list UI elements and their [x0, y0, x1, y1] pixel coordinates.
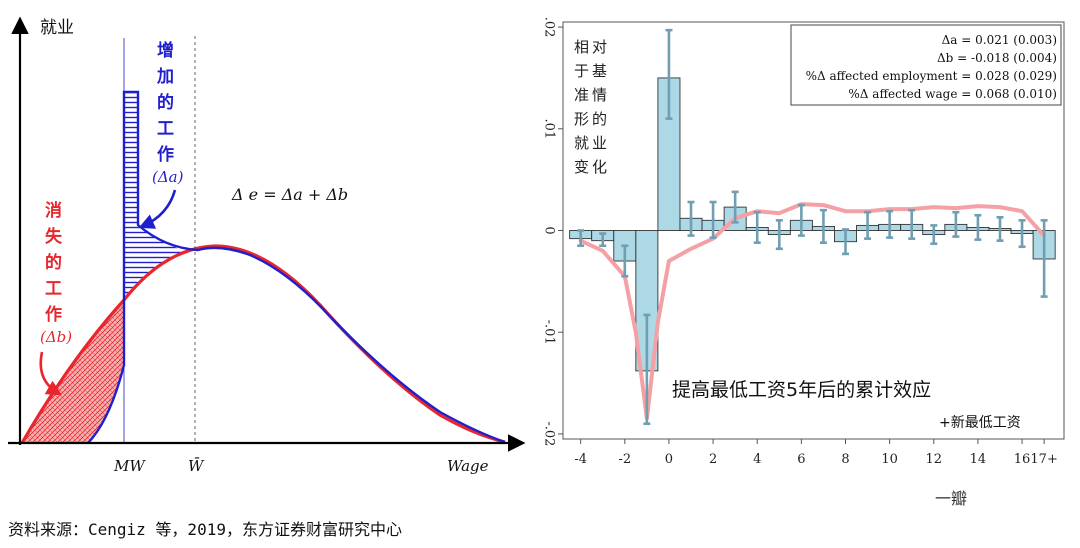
lost-char: 工 — [45, 279, 62, 299]
x-tick-label: 17+ — [1030, 452, 1057, 467]
x-tick-mw: MW — [113, 457, 146, 475]
x-tick-label: 2 — [709, 452, 717, 467]
ylabel-line: 变化 — [574, 158, 610, 176]
gained-char: 工 — [157, 119, 174, 139]
x-tick-label: 6 — [797, 452, 805, 467]
y-axis-label: 相对 于基 准情 形的 就业 变化 — [574, 38, 610, 176]
watermark: 一瓣 — [935, 489, 968, 508]
lost-char: 消 — [45, 200, 62, 221]
y-tick-label: -.01 — [542, 320, 557, 345]
left-diagram: 就业 Wage MW W̄ Δ e = Δa + Δb 增 加 的 工 作 (Δ… — [8, 16, 526, 475]
lost-char: 失 — [45, 226, 63, 247]
gained-jobs-label: 增 加 的 工 作 — [156, 40, 174, 165]
x-tick-label: -4 — [574, 452, 587, 467]
lost-jobs-symbol: (Δb) — [40, 328, 72, 346]
stat-line: %Δ affected wage = 0.068 (0.010) — [848, 87, 1057, 101]
stats-text: Δa = 0.021 (0.003) Δb = -0.018 (0.004) %… — [806, 33, 1057, 101]
gained-jobs-symbol: (Δa) — [152, 168, 184, 186]
gained-char: 增 — [157, 40, 174, 61]
x-tick-label: 14 — [970, 452, 987, 467]
lost-jobs-arrow — [39, 351, 63, 396]
x-tick-label: -2 — [618, 452, 631, 467]
y-axis-label: 就业 — [40, 18, 74, 38]
x-axis-ticks: -4 -2 0 2 4 6 8 10 12 14 16 17+ — [574, 439, 1058, 467]
gained-char: 加 — [156, 67, 174, 87]
x-tick-label: 4 — [753, 452, 761, 467]
before-distribution-curve — [20, 244, 506, 444]
right-chart: .02 .01 0 -.01 -.02 -4 -2 0 2 4 6 8 10 12 14 16 17+ 相对 … — [542, 17, 1065, 467]
gained-jobs-area — [124, 92, 185, 300]
ylabel-line: 相对 — [574, 38, 610, 56]
ylabel-line: 准情 — [574, 86, 610, 104]
x-tick-label: 12 — [926, 452, 943, 467]
annotation: 提高最低工资5年后的累计效应 — [672, 379, 931, 401]
y-tick-label: 0 — [542, 226, 557, 234]
ylabel-line: 形的 — [574, 110, 610, 128]
y-axis-ticks: .02 .01 0 -.01 -.02 — [542, 17, 563, 446]
lost-char: 的 — [45, 252, 62, 273]
gained-char: 作 — [157, 144, 174, 165]
x-tick-label: 0 — [665, 452, 673, 467]
equation: Δ e = Δa + Δb — [231, 185, 348, 204]
stat-line: %Δ affected employment = 0.028 (0.029) — [806, 69, 1057, 83]
x-tick-label: 8 — [841, 452, 849, 467]
stats-box — [790, 24, 1062, 106]
confidence-intervals — [577, 28, 1048, 426]
sub-annotation: +新最低工资 — [939, 415, 1021, 431]
x-tick-label: 16 — [1014, 452, 1031, 467]
x-axis-label: Wage — [447, 457, 489, 475]
lost-jobs-label: 消 失 的 工 作 — [45, 200, 63, 325]
y-tick-label: .01 — [542, 118, 557, 139]
lost-jobs-area — [22, 300, 124, 443]
gained-jobs-arrow — [138, 189, 177, 229]
ylabel-line: 就业 — [574, 134, 610, 152]
cumulative-effect-line — [578, 202, 1047, 421]
bar-series — [569, 77, 1056, 372]
lost-char: 作 — [45, 304, 62, 325]
stat-line: Δa = 0.021 (0.003) — [942, 33, 1057, 47]
source-note: 资料来源：Cengiz 等，2019，东方证券财富研究中心 — [8, 520, 402, 539]
x-tick-wbar: W̄ — [188, 457, 205, 475]
y-tick-label: -.02 — [542, 421, 557, 446]
gained-char: 的 — [157, 92, 174, 113]
ylabel-line: 于基 — [574, 62, 610, 80]
x-tick-label: 10 — [881, 452, 898, 467]
y-tick-label: .02 — [542, 17, 557, 38]
stat-line: Δb = -0.018 (0.004) — [937, 51, 1057, 65]
